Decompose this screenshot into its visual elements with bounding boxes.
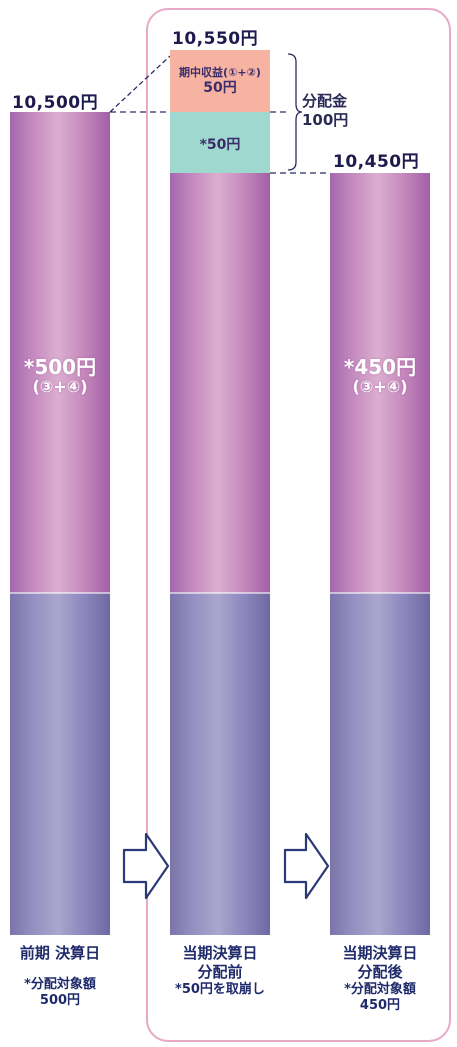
current-after-inner-label: *450円 (③+④) xyxy=(330,356,430,396)
segment-divider xyxy=(330,592,430,594)
current-before-price-label: 10,550円 xyxy=(172,29,259,49)
arrow-right-icon xyxy=(122,832,170,900)
prev-lower-segment xyxy=(10,593,110,935)
current-after-price-label: 10,450円 xyxy=(333,152,420,172)
prev-upper-segment xyxy=(10,112,110,593)
arrow-right-icon xyxy=(283,832,330,900)
current-before-lower-segment xyxy=(170,593,270,935)
brace-icon xyxy=(287,53,303,171)
distribution-title: 分配金 xyxy=(302,92,348,110)
prev-inner-label: *500円 (③+④) xyxy=(10,356,110,396)
current-before-caption-note: *50円を取崩し xyxy=(175,982,265,997)
current-after-lower-segment xyxy=(330,593,430,935)
current-period-frame xyxy=(146,8,451,1042)
segment-divider xyxy=(10,592,110,594)
income-label-amount: 50円 xyxy=(203,80,237,96)
current-after-inner-value: *450円 xyxy=(343,355,417,379)
distribution-label: 分配金 100円 xyxy=(302,92,348,130)
distribution-amount: 100円 xyxy=(302,111,349,129)
drawdown-box xyxy=(170,112,270,173)
connector-dashed-line xyxy=(109,55,171,113)
income-box xyxy=(170,50,270,112)
current-after-caption-title2: 分配後 xyxy=(357,963,403,981)
current-before-bar xyxy=(170,50,270,935)
current-before-caption-title2: 分配前 xyxy=(197,963,243,981)
prev-inner-note: (③+④) xyxy=(32,377,88,396)
current-after-upper-segment xyxy=(330,173,430,593)
current-after-caption-title1: 当期決算日 xyxy=(342,944,418,962)
prev-inner-value: *500円 xyxy=(23,355,97,379)
current-after-inner-note: (③+④) xyxy=(352,377,408,396)
prev-caption-title: 前期 決算日 xyxy=(19,944,101,962)
current-before-upper-segment xyxy=(170,173,270,593)
segment-divider xyxy=(170,592,270,594)
current-after-caption-note2: 450円 xyxy=(359,998,401,1013)
prev-caption: 前期 決算日 *分配対象額 500円 xyxy=(8,944,112,1009)
income-label-title: 期中収益(①+②) xyxy=(179,66,261,79)
current-after-bar xyxy=(330,173,430,935)
prev-caption-note1: *分配対象額 xyxy=(24,977,96,992)
current-after-caption-note1: *分配対象額 xyxy=(344,982,416,997)
prev-period-bar xyxy=(10,112,110,935)
current-after-caption: 当期決算日 分配後 *分配対象額 450円 xyxy=(324,944,436,1014)
income-box-label: 期中収益(①+②) 50円 xyxy=(170,66,270,96)
current-before-caption-title1: 当期決算日 xyxy=(182,944,258,962)
drawdown-box-label: *50円 xyxy=(199,137,241,153)
current-before-caption: 当期決算日 分配前 *50円を取崩し xyxy=(160,944,280,998)
prev-price-label: 10,500円 xyxy=(12,93,99,113)
prev-caption-note2: 500円 xyxy=(39,993,81,1008)
